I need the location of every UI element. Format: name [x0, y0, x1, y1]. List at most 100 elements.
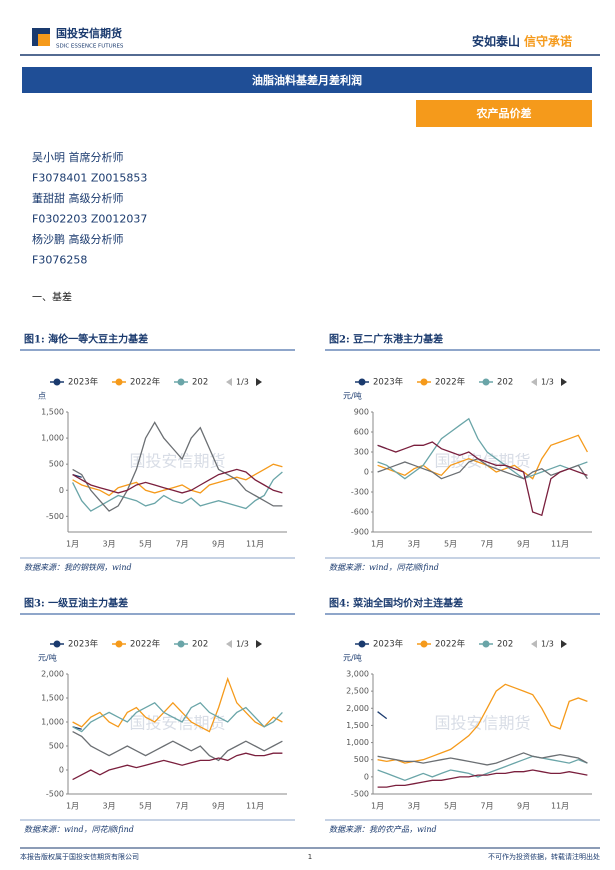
series-line	[72, 676, 283, 733]
footer-right: 不可作为投资依据，转载请注明出处	[488, 852, 600, 861]
x-tick-label: 7月	[176, 540, 189, 549]
analyst-line: F3078401 Z0015853	[32, 172, 147, 185]
series-line	[377, 434, 588, 480]
legend-label: 2023年	[373, 639, 404, 650]
y-tick-label: 0	[59, 766, 64, 775]
y-tick-label: 600	[354, 428, 369, 437]
legend-label: 2022年	[435, 377, 466, 388]
series-line	[377, 711, 388, 720]
logo-en: SDIC ESSENCE FUTURES	[56, 44, 124, 50]
y-tick-label: 2,500	[346, 687, 369, 696]
legend-label: 2022年	[130, 377, 161, 388]
analysts: 吴小明 首席分析师 F3078401 Z0015853 董甜甜 高级分析师 F0302…	[32, 150, 147, 267]
slogan: 信守承诺	[524, 34, 572, 49]
legend-marker	[53, 640, 61, 648]
legend-marker	[420, 378, 428, 386]
y-tick-label: 2,000	[41, 670, 64, 679]
chart-caption: 图1: 海伦一等大豆主力基差	[24, 333, 148, 346]
y-tick-label: 2,000	[346, 704, 369, 713]
y-tick-label: 3,000	[346, 670, 369, 679]
y-tick-label: -300	[351, 488, 369, 497]
y-tick-label: 1,000	[41, 718, 64, 727]
legend-marker	[177, 640, 185, 648]
analyst-line: F0302203 Z0012037	[32, 213, 147, 226]
x-tick-label: 3月	[408, 540, 421, 549]
analyst-line: F3076258	[32, 254, 87, 267]
legend-label: 202	[497, 378, 513, 388]
legend-prev	[226, 640, 232, 648]
series-line	[72, 471, 283, 512]
legend-marker	[358, 640, 366, 648]
legend-marker	[482, 378, 490, 386]
legend-label: 2022年	[435, 639, 466, 650]
y-tick-label: -500	[351, 790, 369, 799]
x-tick-label: 3月	[103, 802, 116, 811]
x-tick-label: 9月	[517, 802, 530, 811]
x-tick-label: 5月	[139, 540, 152, 549]
legend-marker	[115, 378, 123, 386]
legend-pager: 1/3	[236, 640, 249, 649]
legend-prev	[226, 378, 232, 386]
y-tick-label: 1,000	[346, 738, 369, 747]
legend-label: 202	[192, 378, 208, 388]
x-tick-label: 7月	[481, 802, 494, 811]
analyst-line: 董甜甜 高级分析师	[32, 191, 124, 205]
series-line	[377, 417, 588, 480]
series-line	[72, 752, 283, 781]
y-tick-label: 900	[354, 408, 369, 417]
y-tick-label: 500	[49, 460, 64, 469]
legend-next	[256, 378, 262, 386]
x-tick-label: 5月	[444, 802, 457, 811]
series-line	[72, 731, 283, 762]
legend-marker	[53, 378, 61, 386]
x-tick-label: 1月	[371, 540, 384, 549]
x-tick-label: 1月	[66, 540, 79, 549]
chart-source: 数据来源：wind，同花顺ifind	[329, 563, 439, 572]
logo: 国投安信期货	[56, 26, 122, 40]
y-tick-label: 1,500	[41, 694, 64, 703]
legend-marker	[177, 378, 185, 386]
y-tick-label: -900	[351, 528, 369, 537]
y-tick-label: 300	[354, 448, 369, 457]
x-tick-label: 11月	[246, 802, 264, 811]
legend-marker	[482, 640, 490, 648]
series-line	[377, 441, 588, 517]
x-tick-label: 11月	[246, 540, 264, 549]
x-tick-label: 9月	[517, 540, 530, 549]
y-tick-label: 1,500	[346, 721, 369, 730]
legend-label: 202	[497, 640, 513, 650]
unit-label: 元/吨	[343, 391, 362, 401]
series-line	[377, 752, 588, 766]
series-line	[377, 769, 588, 788]
chart-source: 数据来源：我的农产品，wind	[329, 825, 437, 834]
y-tick-label: 1,500	[41, 408, 64, 417]
x-tick-label: 3月	[103, 540, 116, 549]
tag-box	[416, 100, 592, 127]
chart-caption: 图4: 菜油全国均价对主连基差	[329, 597, 463, 610]
series-line	[72, 701, 283, 733]
page-number: 1	[308, 853, 312, 861]
legend-pager: 1/3	[541, 640, 554, 649]
legend-marker	[420, 640, 428, 648]
y-tick-label: 0	[364, 468, 369, 477]
legend-marker	[115, 640, 123, 648]
x-tick-label: 1月	[371, 802, 384, 811]
slogan: 安如泰山	[472, 34, 520, 49]
legend-next	[256, 640, 262, 648]
unit-label: 元/吨	[343, 653, 362, 663]
legend-label: 2022年	[130, 639, 161, 650]
x-tick-label: 11月	[551, 802, 569, 811]
y-tick-label: 0	[59, 486, 64, 495]
chart-caption: 图2: 豆二广东港主力基差	[329, 333, 443, 346]
charts: 图1: 海伦一等大豆主力基差国投安信期货点1,5001,0005000-5001…	[20, 333, 600, 834]
series-line	[377, 457, 588, 480]
y-tick-label: -500	[46, 512, 64, 521]
y-tick-label: 0	[364, 772, 369, 781]
x-tick-label: 9月	[212, 802, 225, 811]
x-tick-label: 9月	[212, 540, 225, 549]
x-tick-label: 5月	[444, 540, 457, 549]
logo-icon-accent	[38, 34, 50, 46]
